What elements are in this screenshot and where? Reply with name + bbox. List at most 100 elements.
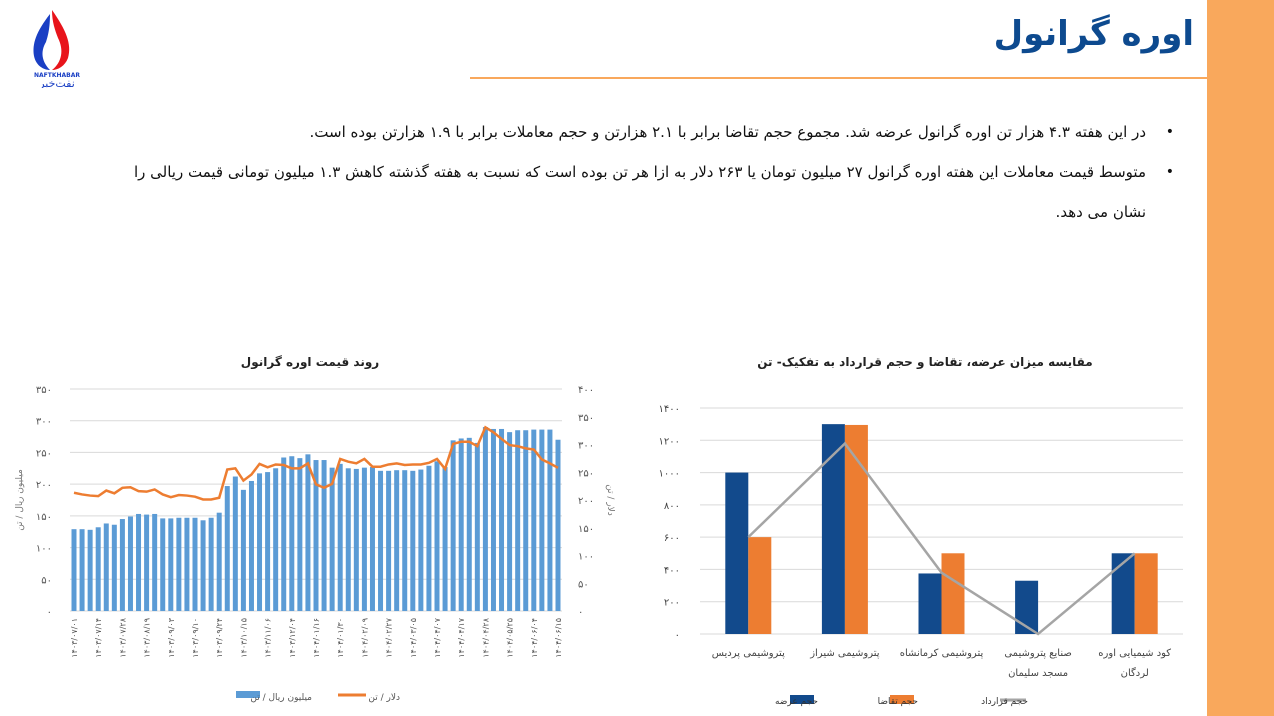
legend-swatch [890, 695, 914, 704]
x-tick-label: ۱۴۰۴/۰۴/۲۸ [481, 617, 490, 657]
bar [353, 468, 359, 611]
y-tick-label: ۵۰ [41, 575, 52, 586]
y-tick-label: ۳۵۰ [36, 385, 52, 396]
bar [482, 427, 488, 611]
y-tick-label: ۱۲۰۰ [659, 436, 680, 447]
bar [265, 472, 271, 611]
bar [111, 524, 117, 611]
x-tick-label: ۱۴۰۴/۰۴/۱۷ [457, 617, 466, 657]
y2-tick-label: ۴۰۰ [578, 385, 594, 396]
x-tick-label: ۱۴۰۳/۱۰/۱۵ [239, 618, 248, 658]
bar-supply [1015, 580, 1039, 634]
y-tick-label: ۱۵۰ [36, 512, 52, 523]
price-trend-chart: روند قیمت اوره گرانول ۰ ۵۰ ۱۰۰ ۱۵۰ ۲۰۰ ۲۵۰ ۳۰۰… [15, 355, 615, 703]
x-tick-label: ۱۴۰۳/۱۱/۰۶ [264, 618, 273, 658]
bar [555, 439, 561, 611]
bar [297, 458, 303, 611]
bar [515, 430, 521, 611]
supply-demand-chart: مقایسه میزان عرضه، تقاضا و حجم قرارداد ب… [659, 355, 1183, 707]
bar [257, 473, 263, 611]
bar [168, 518, 174, 611]
bar [87, 529, 93, 611]
x-tick-label: ۱۴۰۳/۰۷/۰۱ [70, 618, 79, 658]
bar [192, 517, 198, 611]
bar-supply [821, 424, 845, 634]
header-divider [470, 77, 1207, 79]
bar [127, 516, 133, 611]
y2-tick-label: ۲۰۰ [578, 496, 594, 507]
bar [337, 463, 343, 611]
contract-line [747, 441, 1136, 636]
x-tick-label: ۱۴۰۳/۰۹/۰۳ [167, 617, 176, 657]
category-label: صنایع پتروشیمی [1004, 648, 1072, 659]
legend-label: دلار / تن [368, 693, 400, 703]
bar-demand [844, 424, 868, 634]
category-label: پتروشیمی شیراز [809, 648, 880, 659]
bar [305, 454, 311, 611]
bar [240, 489, 246, 611]
bar [216, 512, 222, 611]
bar [490, 428, 496, 611]
y-axis-label: میلیون ریال / تن [15, 469, 25, 531]
bar [402, 470, 408, 611]
bar [224, 486, 230, 611]
page-title: اوره گرانول [993, 14, 1194, 54]
legend-label: حجم عرضه [775, 697, 818, 707]
category-label: پتروشیمی کرمانشاه [900, 648, 984, 659]
y2-tick-label: ۳۰۰ [578, 441, 594, 452]
bar [289, 456, 295, 611]
bar [531, 429, 537, 611]
y2-tick-label: ۲۵۰ [578, 468, 594, 479]
y-tick-label: ۳۰۰ [36, 417, 52, 428]
chart-title: مقایسه میزان عرضه، تقاضا و حجم قرارداد ب… [757, 355, 1092, 370]
bar [499, 428, 505, 611]
bullet-text: متوسط قیمت معاملات این هفته اوره گرانول … [133, 163, 1146, 221]
bar [273, 468, 279, 611]
y-tick-label: ۱۴۰۰ [659, 404, 680, 415]
bar [394, 470, 400, 611]
x-tick-label: ۱۴۰۴/۰۳/۰۵ [409, 618, 418, 658]
bar [523, 430, 529, 611]
bar-demand [1134, 553, 1158, 634]
bar-demand [748, 537, 772, 634]
y-tick-label: ۴۰۰ [664, 565, 680, 576]
category-label: لردگان [1121, 667, 1149, 679]
bar [176, 517, 182, 611]
bar-supply [725, 472, 749, 634]
bullet-item: • در این هفته ۴.۳ هزار تن اوره گرانول عرض… [114, 112, 1174, 152]
y2-axis-label: دلار / تن [605, 484, 615, 516]
legend-swatch [790, 695, 814, 704]
bullet-item: • متوسط قیمت معاملات این هفته اوره گرانول… [114, 152, 1174, 232]
x-tick-label: ۱۴۰۴/۰۱/۱۶ [312, 618, 321, 658]
category-label: پتروشیمی پردیس [712, 648, 785, 659]
x-tick-label: ۱۴۰۴/۰۲/۰۹ [360, 618, 369, 658]
category-label: مسجد سلیمان [1008, 668, 1068, 679]
x-tick-label: ۱۴۰۴/۰۶/۰۴ [530, 618, 539, 658]
category-label: کود شیمیایی اوره [1098, 648, 1171, 659]
x-tick-label: ۱۴۰۳/۰۹/۱۰ [191, 618, 200, 658]
bar [507, 432, 513, 611]
bar [184, 517, 190, 611]
bullet-text: در این هفته ۴.۳ هزار تن اوره گرانول عرضه… [309, 123, 1146, 141]
bar [369, 467, 375, 611]
bar-supply [918, 573, 942, 634]
x-tick-label: ۱۴۰۴/۰۱/۳۰ [336, 618, 345, 658]
y-tick-label: ۱۰۰ [36, 544, 52, 555]
summary-bullets: • در این هفته ۴.۳ هزار تن اوره گرانول عرض… [114, 112, 1174, 232]
bar [410, 470, 416, 611]
bar [434, 461, 440, 611]
bar [466, 437, 472, 611]
x-tick-label: ۱۴۰۳/۰۹/۲۴ [215, 618, 224, 658]
legend-label: حجم قرارداد [981, 697, 1028, 707]
bar [281, 457, 287, 611]
x-tick-label: ۱۴۰۴/۰۶/۱۵ [554, 618, 563, 658]
x-tick-label: ۱۴۰۳/۰۸/۱۹ [143, 618, 152, 658]
y-tick-label: ۸۰۰ [664, 501, 680, 512]
bar [539, 429, 545, 611]
bar [144, 514, 150, 611]
y-tick-label: ۲۰۰ [36, 480, 52, 491]
bar [95, 527, 101, 611]
bullet-dot: • [1165, 164, 1174, 180]
bar [208, 517, 214, 611]
y-tick-label: ۰ [675, 630, 680, 641]
